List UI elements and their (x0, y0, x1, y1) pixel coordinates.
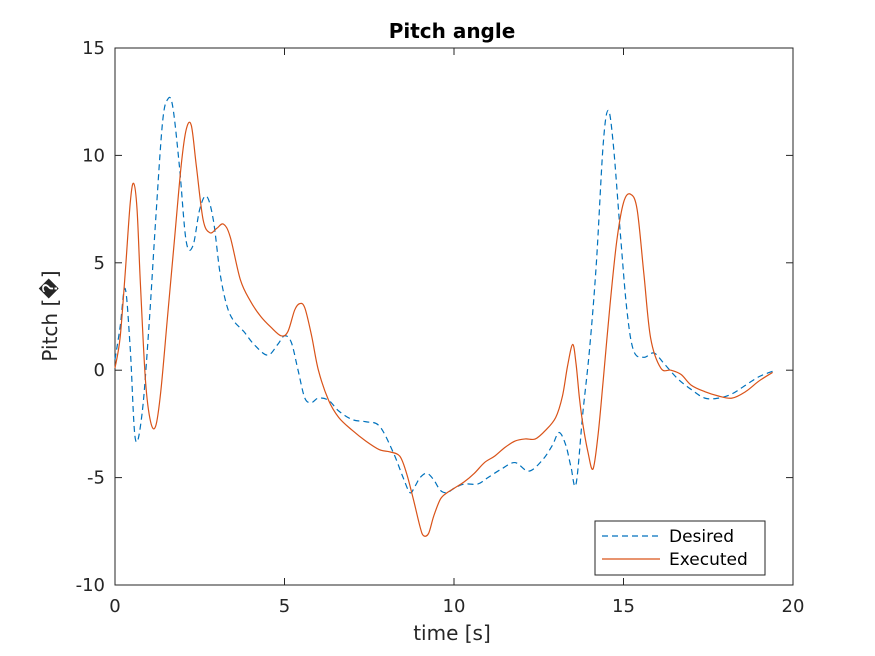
y-tick-label: 15 (82, 38, 105, 59)
x-tick-label: 10 (443, 596, 466, 617)
legend-label-executed: Executed (669, 550, 748, 570)
chart-title: Pitch angle (389, 19, 516, 43)
series-lines (114, 96, 773, 537)
x-axis-label: time [s] (413, 621, 491, 645)
series-line-desired (114, 96, 773, 494)
y-tick-label: 0 (94, 360, 105, 381)
series-line-executed (114, 121, 773, 537)
x-tick-label: 20 (782, 596, 805, 617)
legend-label-desired: Desired (669, 527, 734, 547)
plot-area (114, 47, 794, 586)
x-tick-label: 15 (612, 596, 635, 617)
y-tick-label: 10 (82, 145, 105, 166)
axis-ticks: 0 5 10 15 20 -10 -5 0 5 10 15 (76, 38, 805, 617)
y-tick-label: -10 (76, 575, 105, 596)
y-tick-label: 5 (94, 253, 105, 274)
y-tick-label: -5 (87, 468, 105, 489)
x-tick-label: 5 (279, 596, 290, 617)
y-axis-label: Pitch [�] (38, 270, 62, 361)
legend: Desired Executed (594, 520, 766, 576)
legend-box (594, 520, 766, 576)
x-tick-label: 0 (109, 596, 120, 617)
